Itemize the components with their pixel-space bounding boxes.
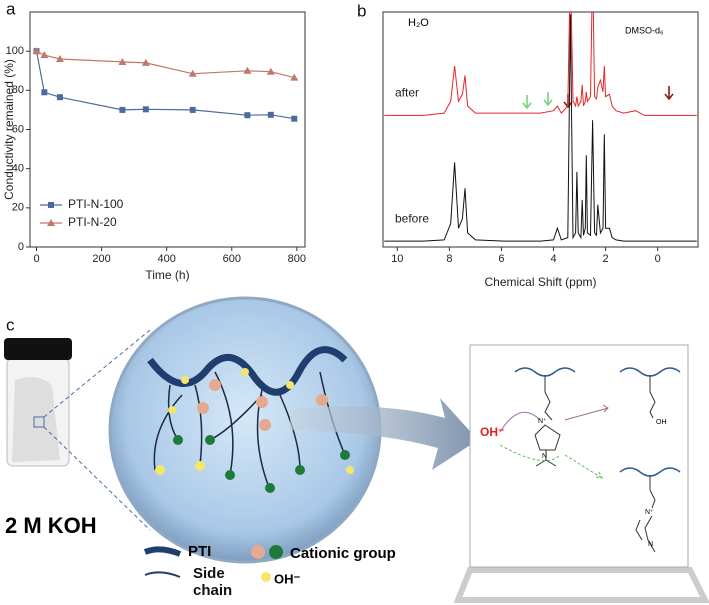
solution-label: 2 M KOH (5, 513, 97, 538)
marker (243, 66, 252, 74)
marker (244, 112, 251, 119)
legend-marker (47, 219, 55, 226)
arrow (290, 398, 478, 470)
marker (119, 106, 126, 113)
reaction-panel (453, 344, 709, 603)
x-tick-label: 0 (33, 253, 39, 265)
reaction-label: OH (656, 419, 667, 426)
marker (189, 106, 196, 113)
marker (55, 55, 64, 62)
marker (32, 47, 41, 55)
marker (266, 67, 275, 75)
panel-label: a (6, 0, 16, 18)
reaction-label: OH⁻ (480, 425, 504, 439)
marker (188, 69, 197, 77)
series-label: after (395, 86, 419, 100)
reaction-label: N (542, 453, 547, 460)
legend-label: Side chain (193, 565, 233, 599)
x-axis-label: Time (h) (145, 268, 189, 282)
y-tick-label: 20 (12, 202, 24, 214)
reaction-label: N (648, 541, 653, 548)
zoom-line (43, 329, 151, 418)
marker (291, 115, 298, 122)
y-tick-label: 80 (12, 84, 24, 96)
zoom-line (43, 426, 151, 531)
series-line (384, 14, 697, 242)
x-axis-label: Chemical Shift (ppm) (484, 275, 596, 289)
marker (40, 51, 49, 59)
reaction-label: N⁺ (538, 418, 547, 425)
x-tick-label: 400 (158, 253, 176, 265)
marker (56, 94, 63, 101)
x-tick-label: 200 (92, 253, 110, 265)
plot-area (32, 47, 299, 122)
legend-label: Cationic group (290, 545, 396, 562)
x-tick-label: 4 (550, 253, 556, 265)
series-line (36, 50, 295, 79)
marker (142, 106, 149, 113)
legend-label: PTI-N-20 (68, 215, 117, 229)
x-tick-label: 600 (223, 253, 241, 265)
y-tick-label: 100 (6, 45, 24, 57)
legend-label: PTI-N-100 (68, 197, 124, 211)
marker (141, 58, 150, 66)
series-line (35, 51, 295, 120)
series-line (384, 12, 697, 116)
diagram-legend (143, 545, 283, 582)
x-tick-label: 10 (391, 253, 403, 265)
annotation: H₂O (408, 17, 429, 29)
x-tick-label: 8 (446, 253, 452, 265)
plot-area (384, 12, 697, 242)
legend-label: PTI (188, 543, 211, 560)
y-tick-label: 40 (12, 163, 24, 175)
legend-label: OH⁻ (274, 571, 301, 586)
annotation: DMSO-d₆ (625, 25, 664, 35)
plot-frame (382, 11, 699, 248)
x-tick-label: 800 (288, 253, 306, 265)
x-tick-label: 2 (603, 253, 609, 265)
polymer-disc (108, 296, 382, 564)
panel-label: b (357, 1, 366, 20)
panel-label: c (6, 315, 15, 334)
marker (267, 111, 274, 118)
plot-frame (29, 11, 306, 248)
marker (118, 57, 127, 65)
marker (290, 73, 299, 81)
marker (41, 89, 48, 96)
y-tick-label: 0 (18, 241, 24, 253)
x-tick-label: 6 (498, 253, 504, 265)
series-label: before (395, 211, 429, 225)
reaction-label: N⁺ (645, 509, 654, 516)
y-tick-label: 60 (12, 123, 24, 135)
vial (4, 338, 72, 467)
x-tick-label: 0 (655, 253, 661, 265)
legend-marker (48, 202, 54, 208)
y-axis-label: Conductivity remained (%) (2, 59, 16, 200)
